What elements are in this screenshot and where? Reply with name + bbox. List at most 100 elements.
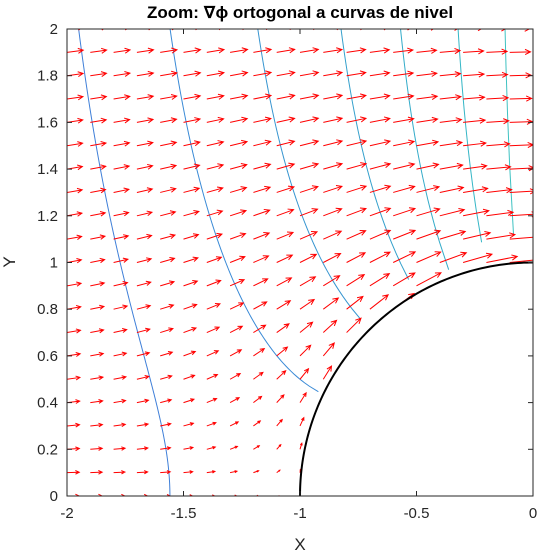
gradient-arrow <box>509 29 531 32</box>
gradient-arrow <box>416 93 439 100</box>
gradient-arrow <box>67 493 81 496</box>
gradient-arrow <box>393 162 416 170</box>
gradient-arrow <box>113 351 128 357</box>
gradient-arrow <box>509 259 533 263</box>
gradient-arrow <box>533 190 543 195</box>
gradient-arrow <box>486 95 510 102</box>
gradient-arrow <box>416 162 440 170</box>
gradient-arrow <box>322 365 333 380</box>
gradient-arrow <box>509 236 533 240</box>
gradient-arrow <box>160 94 178 100</box>
gradient-arrow <box>136 210 154 217</box>
gradient-arrow <box>416 251 442 263</box>
gradient-arrow <box>323 70 344 77</box>
gradient-arrow <box>533 50 543 55</box>
gradient-arrow <box>113 470 127 475</box>
cylinder-boundary <box>299 261 534 497</box>
gradient-arrow <box>253 139 272 147</box>
gradient-arrow <box>276 346 289 357</box>
gradient-arrow <box>67 281 83 287</box>
gradient-arrow <box>67 94 85 101</box>
gradient-arrow <box>533 213 543 218</box>
gradient-arrow <box>276 370 287 380</box>
gradient-arrow <box>113 164 131 170</box>
gradient-arrow <box>416 229 442 240</box>
gradient-arrow <box>90 281 106 287</box>
y-tick-label: 1.6 <box>37 114 58 131</box>
gradient-arrow <box>160 351 174 357</box>
gradient-arrow <box>90 71 108 77</box>
gradient-arrow <box>113 446 127 451</box>
gradient-arrow <box>67 422 81 428</box>
gradient-arrow <box>276 116 296 123</box>
gradient-arrow <box>183 350 197 357</box>
gradient-arrow <box>136 70 155 77</box>
gradient-arrow <box>183 280 199 287</box>
y-axis-label: Y <box>0 256 19 267</box>
gradient-arrow <box>183 186 201 193</box>
gradient-arrow <box>416 116 439 123</box>
gradient-arrow <box>253 208 271 217</box>
gradient-arrow <box>299 47 320 54</box>
gradient-arrow <box>90 304 106 310</box>
gradient-arrow <box>299 208 319 217</box>
gradient-arrow <box>486 141 511 148</box>
gradient-arrow <box>160 47 179 54</box>
gradient-arrow <box>463 48 485 55</box>
gradient-arrow <box>393 229 417 240</box>
gradient-arrow <box>206 186 224 193</box>
gradient-arrow <box>416 207 441 217</box>
gradient-arrow <box>346 207 368 217</box>
gradient-arrow <box>416 70 438 77</box>
gradient-arrow <box>276 254 294 263</box>
gradient-arrow <box>229 186 248 193</box>
gradient-arrow <box>463 94 486 101</box>
gradient-arrow <box>183 47 202 54</box>
gradient-arrow <box>439 48 462 55</box>
gradient-arrow <box>439 251 468 263</box>
gradient-arrow <box>183 398 196 404</box>
gradient-arrow <box>229 470 239 474</box>
gradient-arrow <box>253 470 260 474</box>
gradient-arrow <box>416 185 441 193</box>
contour-line <box>257 29 361 319</box>
gradient-arrow <box>253 70 273 77</box>
gradient-arrow <box>276 323 290 333</box>
gradient-arrow <box>346 70 367 77</box>
y-tick-label: 0 <box>50 488 58 505</box>
y-tick-label: 0.2 <box>37 441 58 458</box>
gradient-arrow <box>90 422 104 428</box>
gradient-arrow <box>183 93 202 100</box>
gradient-arrow <box>439 230 467 240</box>
gradient-arrow <box>299 416 305 427</box>
gradient-arrow <box>393 184 416 193</box>
gradient-arrow <box>113 375 128 380</box>
gradient-arrow <box>160 327 174 334</box>
gradient-arrow <box>253 116 272 123</box>
gradient-arrow <box>183 70 202 77</box>
gradient-arrow <box>276 208 295 217</box>
gradient-arrow <box>206 93 225 100</box>
gradient-arrow <box>160 163 178 170</box>
gradient-arrow <box>253 324 267 333</box>
y-tick-label: 1 <box>50 255 58 272</box>
gradient-arrow <box>206 70 226 77</box>
gradient-arrow <box>113 422 127 428</box>
gradient-arrow <box>509 188 533 195</box>
gradient-arrow <box>229 209 248 217</box>
gradient-arrow <box>113 328 128 334</box>
gradient-arrow <box>230 93 249 100</box>
gradient-arrow <box>463 71 486 78</box>
x-axis-label: X <box>294 535 305 554</box>
gradient-arrow <box>136 375 150 380</box>
gradient-arrow <box>230 70 249 77</box>
gradient-arrow <box>323 116 344 123</box>
x-tick-label: -1.5 <box>171 505 197 522</box>
gradient-arrow <box>299 367 310 380</box>
gradient-arrow <box>509 95 533 102</box>
gradient-arrow <box>136 351 151 357</box>
gradient-arrow <box>253 395 263 403</box>
gradient-arrow <box>509 72 533 79</box>
gradient-arrow <box>90 399 104 404</box>
